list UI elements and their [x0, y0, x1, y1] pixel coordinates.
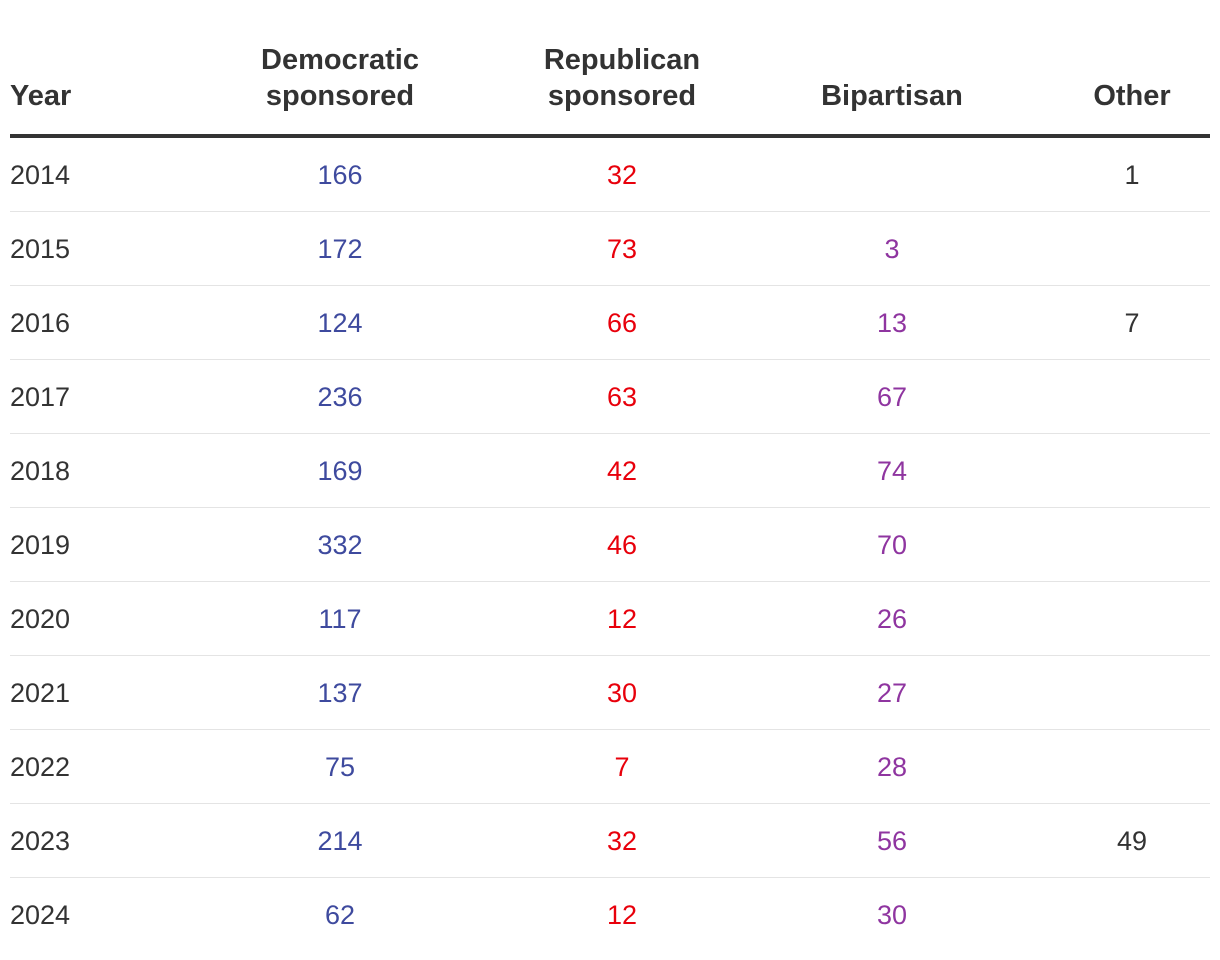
table-row: 2019 332 46 70 [10, 508, 1210, 582]
cell-bipartisan: 13 [876, 308, 908, 338]
cell-year: 2021 [10, 678, 71, 708]
cell-democratic: 75 [324, 752, 356, 782]
cell-republican: 30 [606, 678, 638, 708]
cell-year: 2017 [10, 382, 71, 412]
cell-other [1020, 212, 1220, 286]
table-row: 2018 169 42 74 [10, 434, 1210, 508]
cell-bipartisan: 26 [876, 604, 908, 634]
table-header: Year Democratic sponsored Republican spo… [10, 0, 1210, 138]
cell-bipartisan: 27 [876, 678, 908, 708]
cell-bipartisan: 67 [876, 382, 908, 412]
cell-republican: 63 [606, 382, 638, 412]
table-row: 2024 62 12 30 [10, 878, 1210, 952]
table-row: 2015 172 73 3 [10, 212, 1210, 286]
cell-other [1020, 582, 1220, 656]
cell-republican: 32 [606, 160, 638, 190]
cell-bipartisan: 70 [876, 530, 908, 560]
cell-republican: 32 [606, 826, 638, 856]
cell-year: 2016 [10, 308, 71, 338]
cell-other: 49 [1116, 826, 1148, 856]
cell-democratic: 166 [317, 160, 363, 190]
cell-democratic: 214 [317, 826, 363, 856]
cell-democratic: 124 [317, 308, 363, 338]
cell-year: 2022 [10, 752, 71, 782]
header-bipartisan: Bipartisan [821, 80, 963, 112]
cell-republican: 7 [614, 752, 630, 782]
cell-other: 1 [1124, 160, 1140, 190]
cell-year: 2018 [10, 456, 71, 486]
cell-bipartisan: 30 [876, 900, 908, 930]
cell-republican: 46 [606, 530, 638, 560]
table-row: 2022 75 7 28 [10, 730, 1210, 804]
cell-year: 2015 [10, 234, 71, 264]
cell-democratic: 236 [317, 382, 363, 412]
cell-republican: 12 [606, 900, 638, 930]
cell-other [1020, 434, 1220, 508]
cell-democratic: 137 [317, 678, 363, 708]
header-year: Year [10, 80, 72, 112]
table-row: 2020 117 12 26 [10, 582, 1210, 656]
cell-bipartisan: 3 [884, 234, 900, 264]
table-row: 2014 166 32 1 [10, 138, 1210, 212]
cell-democratic: 169 [317, 456, 363, 486]
cell-year: 2023 [10, 826, 71, 856]
cell-year: 2024 [10, 900, 71, 930]
cell-year: 2019 [10, 530, 71, 560]
cell-other [1020, 508, 1220, 582]
cell-republican: 73 [606, 234, 638, 264]
header-republican-sponsored: Republican sponsored [543, 44, 701, 112]
header-democratic-sponsored: Democratic sponsored [261, 44, 419, 112]
cell-other: 7 [1124, 308, 1140, 338]
cell-other [1020, 730, 1220, 804]
cell-bipartisan [780, 138, 1004, 212]
data-table: Year Democratic sponsored Republican spo… [10, 0, 1210, 952]
table-row: 2016 124 66 13 7 [10, 286, 1210, 360]
cell-democratic: 62 [324, 900, 356, 930]
cell-bipartisan: 28 [876, 752, 908, 782]
cell-year: 2020 [10, 604, 71, 634]
cell-other [1020, 360, 1220, 434]
cell-republican: 42 [606, 456, 638, 486]
cell-democratic: 117 [318, 604, 362, 634]
cell-republican: 66 [606, 308, 638, 338]
cell-republican: 12 [606, 604, 638, 634]
table-row: 2023 214 32 56 49 [10, 804, 1210, 878]
table-body: 2014 166 32 1 2015 172 73 3 2016 124 66 13 7 2017 236 6… [10, 138, 1210, 952]
cell-other [1020, 656, 1220, 730]
cell-bipartisan: 74 [876, 456, 908, 486]
table-row: 2017 236 63 67 [10, 360, 1210, 434]
cell-other [1020, 878, 1220, 952]
cell-democratic: 172 [317, 234, 363, 264]
cell-democratic: 332 [317, 530, 363, 560]
cell-year: 2014 [10, 160, 71, 190]
header-other: Other [1093, 80, 1171, 112]
cell-bipartisan: 56 [876, 826, 908, 856]
table-row: 2021 137 30 27 [10, 656, 1210, 730]
